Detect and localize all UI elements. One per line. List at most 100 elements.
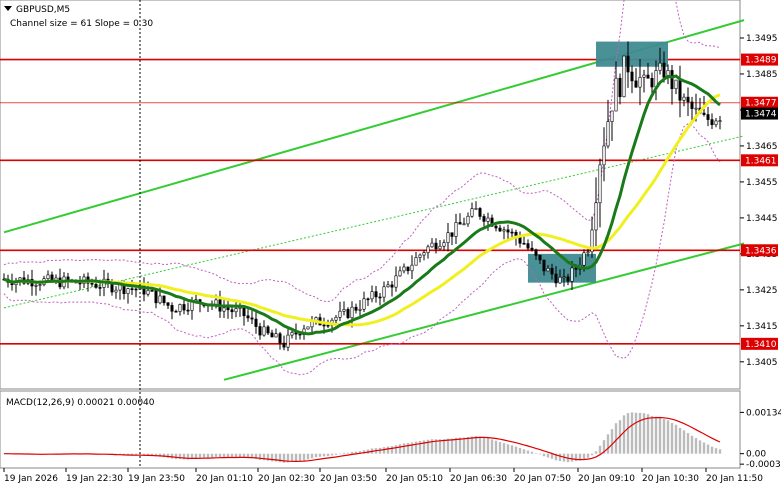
macd-histogram-bar [466, 437, 470, 454]
dropdown-triangle-icon[interactable] [4, 6, 12, 11]
candle-body [298, 333, 302, 336]
macd-histogram-bar [390, 446, 394, 454]
candle-body [530, 247, 534, 250]
candle-body [570, 267, 574, 282]
candle [390, 281, 394, 297]
macd-histogram-bar [394, 445, 398, 454]
macd-histogram-bar [574, 453, 578, 462]
channel-label: Channel size = 61 Slope = 0.30 [10, 19, 153, 29]
candle [246, 309, 250, 322]
candle-body [250, 317, 254, 320]
candle [438, 239, 442, 250]
macd-histogram-bar [318, 453, 322, 457]
level-tags: 1.3489 1.3477 1.3461 1.3436 1.3410 1.3474 [741, 53, 778, 350]
candle [374, 285, 378, 303]
candle-body [158, 295, 162, 304]
macd-histogram-bar [706, 444, 710, 454]
macd-histogram-bar [314, 453, 318, 458]
candle-body [222, 307, 226, 312]
macd-signal-line [4, 416, 721, 463]
macd-histogram-bar [578, 453, 582, 461]
candle [446, 223, 450, 252]
candle-body [154, 290, 158, 304]
candle-body [594, 202, 598, 231]
x-tick-label: 19 Jan 2026 [4, 474, 58, 484]
candle-body [562, 276, 566, 279]
candle-body [582, 252, 586, 266]
candle-body [522, 242, 526, 245]
candle [78, 276, 82, 291]
candle-body [322, 324, 326, 327]
candle [534, 248, 538, 260]
candle-body [114, 289, 118, 293]
macd-histogram-bar [622, 415, 626, 454]
candle-body [546, 268, 550, 272]
y-tick-label: 1.3465 [746, 142, 778, 152]
candle [690, 96, 694, 123]
candle-body [518, 237, 522, 244]
macd-histogram-bar [634, 412, 638, 454]
candle-body [442, 242, 446, 247]
macd-histogram-bar [222, 453, 226, 458]
candle [474, 201, 478, 210]
macd-histogram-bar [230, 453, 234, 458]
candle-body [674, 79, 678, 90]
macd-histogram-bar [674, 424, 678, 454]
x-tick-label: 20 Jan 06:30 [450, 474, 507, 484]
macd-histogram-bar [182, 453, 186, 460]
macd-histogram-bar [630, 412, 634, 454]
macd-histogram-bar [142, 453, 146, 456]
macd-histogram-bar [474, 436, 478, 454]
macd-histogram-bar [698, 440, 702, 454]
candle-body [458, 222, 462, 225]
candle-body [438, 245, 442, 250]
candle [254, 310, 258, 334]
macd-histogram-bar [658, 417, 662, 454]
candle-body [166, 302, 170, 306]
candle-body [606, 121, 610, 147]
candle-body [426, 246, 430, 253]
candle-body [170, 305, 174, 312]
candle-body [466, 215, 470, 225]
macd-histogram-bar [346, 452, 350, 454]
candle-body [634, 80, 638, 88]
candle-body [186, 309, 190, 312]
macd-histogram-bar [338, 453, 342, 455]
macd-histogram-bar [270, 453, 274, 462]
candle-body [374, 291, 378, 298]
candle-body [126, 288, 130, 294]
macd-histogram-bar [542, 453, 546, 457]
macd-histogram-bar [654, 416, 658, 454]
x-tick-label: 20 Jan 10:30 [642, 474, 699, 484]
candle-body [510, 231, 514, 234]
candle-body [622, 55, 626, 98]
candle-body [574, 267, 578, 270]
candle [258, 322, 262, 340]
candle-body [470, 208, 474, 217]
highlight-box [596, 41, 668, 67]
candle-body [354, 306, 358, 311]
candle-body [630, 71, 634, 82]
level-tag [741, 244, 778, 257]
macd-histogram-bar [498, 442, 502, 454]
candle-body [482, 216, 486, 222]
candle [626, 41, 630, 88]
candle [134, 287, 138, 298]
candle-body [254, 318, 258, 327]
macd-histogram-bar [690, 435, 694, 454]
x-tick-label: 20 Jan 07:50 [514, 474, 571, 484]
candle [290, 330, 294, 339]
candle-body [690, 101, 694, 109]
candle [662, 51, 666, 83]
macd-histogram-bar [358, 451, 362, 454]
candle-body [178, 304, 182, 312]
candle-body [418, 254, 422, 258]
time-axis: 19 Jan 2026 19 Jan 22:30 19 Jan 23:50 20 Ja… [3, 468, 763, 484]
y-tick-label: 1.3445 [746, 214, 778, 224]
macd-histogram-bar [438, 439, 442, 454]
candle-body [142, 284, 146, 295]
candle-body [538, 255, 542, 261]
candle-body [610, 110, 614, 122]
macd-histogram-bar [650, 416, 654, 454]
candle-body [130, 288, 134, 290]
